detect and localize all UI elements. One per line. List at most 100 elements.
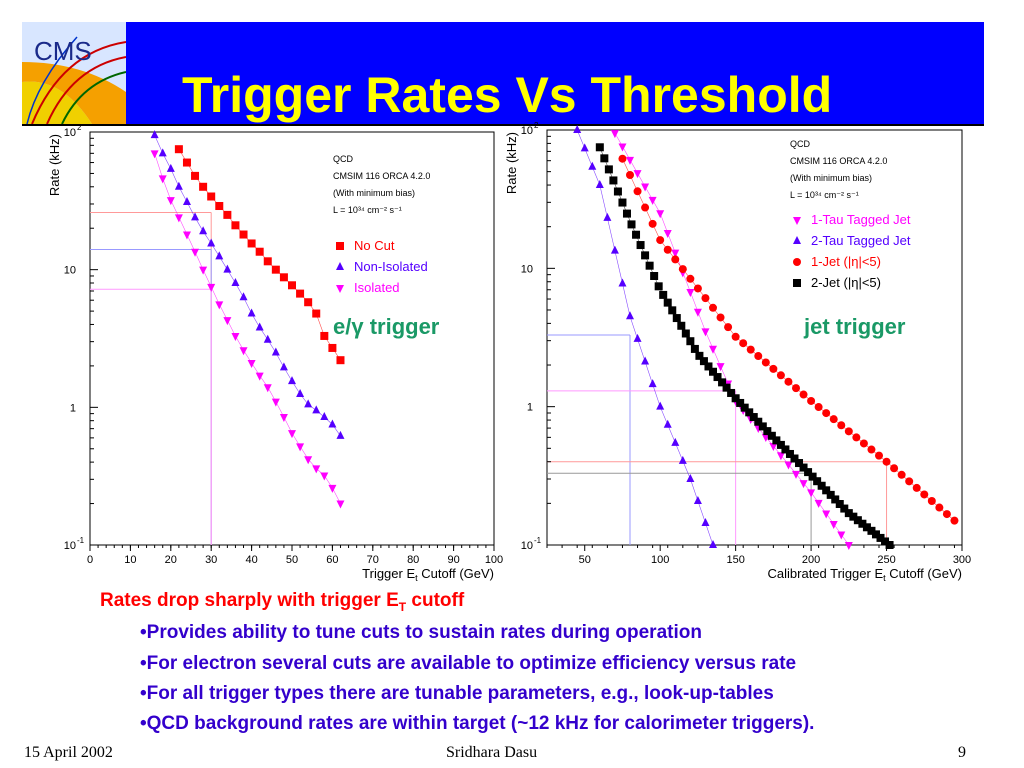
data-point [776,452,785,461]
data-point [890,464,899,473]
data-point [636,241,645,250]
data-point [761,433,770,442]
data-point [814,499,823,508]
data-point [626,170,634,179]
data-point [724,323,733,332]
data-point [633,333,642,342]
data-point [312,405,321,414]
data-point [650,272,659,281]
data-point [840,504,849,513]
data-point [279,273,288,282]
data-point [626,156,634,165]
data-point [336,356,345,365]
data-point [668,306,677,315]
data-point [829,520,838,529]
y-tick-label: 10 [521,263,533,275]
data-point [835,500,844,509]
x-tick-label: 50 [579,554,591,566]
y-tick-label: 1 [527,402,533,414]
data-point [678,265,687,274]
data-point [166,163,175,172]
data-point [716,313,725,322]
series-isolated [150,150,345,509]
data-point [618,143,627,152]
bullet-1: •Provides ability to tune cuts to sustai… [140,622,702,643]
legend-label: Isolated [354,280,400,295]
data-point [174,145,183,154]
data-point [677,321,686,330]
data-point [215,301,224,310]
data-point [799,463,808,472]
data-point [754,417,763,426]
data-point [745,408,754,417]
data-point [641,183,650,192]
data-point [690,344,699,353]
legend-label: No Cut [354,238,395,253]
slide-title: Trigger Rates Vs Threshold [182,67,833,123]
data-point [288,376,296,385]
data-point [312,465,321,474]
data-point [182,231,191,240]
data-point [663,419,672,428]
y-axis-label: Rate (kHz) [47,134,62,196]
y-tick-label: 10 [521,125,533,137]
data-point [296,289,305,298]
data-point [799,390,808,399]
data-point [645,261,654,270]
data-point [641,251,650,260]
data-point [215,202,224,211]
y-tick-label: 10 [64,127,76,139]
data-point [807,396,816,405]
data-point [672,314,681,323]
data-point [776,371,785,380]
data-point [699,357,708,366]
y-axis-label: Rate (kHz) [504,132,519,194]
info-line: QCD [333,154,354,164]
data-point [746,345,755,354]
data-point [604,165,613,174]
data-point [304,456,313,465]
data-point [663,229,672,238]
svg-text:CMS: CMS [34,36,92,66]
data-point [641,356,650,365]
data-point [271,398,280,407]
plot-frame [546,129,963,546]
data-point [609,176,618,185]
legend-label: Non-Isolated [354,259,428,274]
legend-label: 1-Jet (|η|<5) [811,254,881,269]
data-point [247,359,256,368]
data-point [207,238,216,247]
data-point [223,210,232,219]
y-tick-exponent: 2 [77,123,82,132]
data-point [199,226,208,235]
summary-heading: Rates drop sharply with trigger ET cutof… [100,590,465,614]
x-tick-label: 50 [286,554,298,566]
data-point [784,377,793,386]
cms-logo: CMS [22,22,126,124]
data-point [813,477,822,486]
data-point [215,251,224,260]
data-point [648,196,657,205]
data-point [718,378,727,387]
data-point [693,495,702,504]
data-point [656,401,665,410]
x-tick-label: 60 [326,554,338,566]
data-point [867,526,876,535]
data-point [709,540,717,548]
data-point [580,143,589,152]
legend-marker [336,285,344,293]
bullet-4: •QCD background rates are within target … [140,713,815,734]
title-rule [22,124,984,126]
data-point [716,363,725,372]
data-point [622,209,631,218]
data-point [758,422,767,431]
data-point [772,436,781,445]
data-point [633,170,642,179]
data-point [633,187,642,196]
data-point [867,445,876,454]
data-point [693,284,702,293]
footer-page-number: 9 [958,744,966,761]
legend-marker [793,236,801,244]
data-point [727,388,736,397]
